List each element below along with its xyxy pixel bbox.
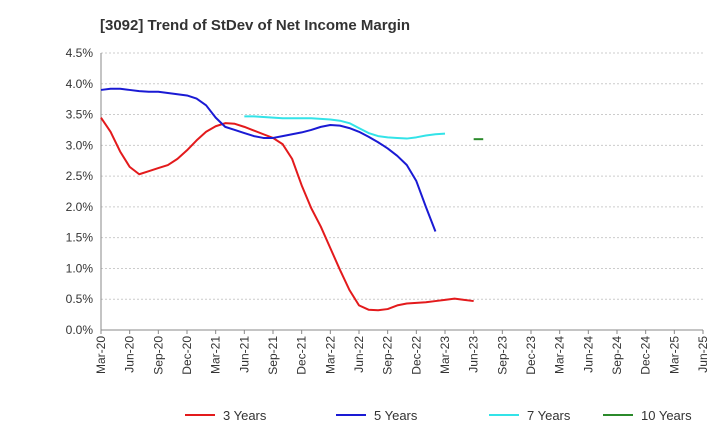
y-tick-label: 2.5% — [66, 169, 94, 183]
legend-label: 3 Years — [223, 408, 267, 423]
y-tick-label: 3.0% — [66, 138, 94, 152]
y-axis-ticks: 0.0% 0.5% 1.0% 1.5% 2.0% 2.5% 3.0% 3.5% 4.0% 4.5% — [66, 46, 94, 337]
x-tick-label: Dec-23 — [524, 336, 538, 375]
y-tick-label: 0.0% — [66, 323, 94, 337]
y-tick-label: 0.5% — [66, 292, 94, 306]
x-tick-label: Sep-22 — [381, 336, 395, 375]
axes — [100, 53, 703, 331]
chart-title: [3092] Trend of StDev of Net Income Marg… — [100, 17, 410, 34]
x-tick-label: Jun-21 — [237, 336, 251, 373]
x-tick-label: Dec-24 — [639, 336, 653, 375]
y-tick-label: 1.0% — [66, 261, 94, 275]
y-tick-label: 3.5% — [66, 108, 94, 122]
x-tick-label: Mar-25 — [667, 336, 681, 374]
series-line — [244, 115, 446, 140]
series-line — [100, 117, 474, 312]
x-tick-label: Jun-22 — [352, 336, 366, 373]
x-tick-label: Jun-20 — [123, 336, 137, 373]
x-tick-label: Mar-20 — [94, 336, 108, 374]
x-tick-label: Jun-24 — [581, 336, 595, 373]
x-tick-label: Mar-21 — [209, 336, 223, 374]
grid — [101, 52, 703, 300]
series-lines — [100, 87, 484, 312]
x-axis-ticks: Mar-20 Jun-20 Sep-20 Dec-20 Mar-21 Jun-21 Sep-… — [94, 330, 710, 375]
x-tick-label: Sep-21 — [266, 336, 280, 375]
x-tick-label: Mar-23 — [438, 336, 452, 374]
x-tick-label: Sep-23 — [495, 336, 509, 375]
x-tick-label: Dec-22 — [409, 336, 423, 375]
legend: 3 Years 5 Years 7 Years 10 Years — [185, 408, 692, 423]
x-tick-label: Dec-20 — [180, 336, 194, 375]
x-tick-label: Mar-24 — [553, 336, 567, 374]
y-tick-label: 2.0% — [66, 200, 94, 214]
y-tick-label: 1.5% — [66, 231, 94, 245]
legend-label: 10 Years — [641, 408, 692, 423]
x-tick-label: Jun-25 — [696, 336, 710, 373]
x-tick-label: Sep-24 — [610, 336, 624, 375]
x-tick-label: Sep-20 — [151, 336, 165, 375]
y-tick-label: 4.5% — [66, 46, 94, 60]
x-tick-label: Mar-22 — [323, 336, 337, 374]
legend-label: 5 Years — [374, 408, 418, 423]
x-tick-label: Dec-21 — [295, 336, 309, 375]
y-tick-label: 4.0% — [66, 77, 94, 91]
x-tick-label: Jun-23 — [467, 336, 481, 373]
legend-label: 7 Years — [527, 408, 571, 423]
series-line — [100, 87, 437, 232]
